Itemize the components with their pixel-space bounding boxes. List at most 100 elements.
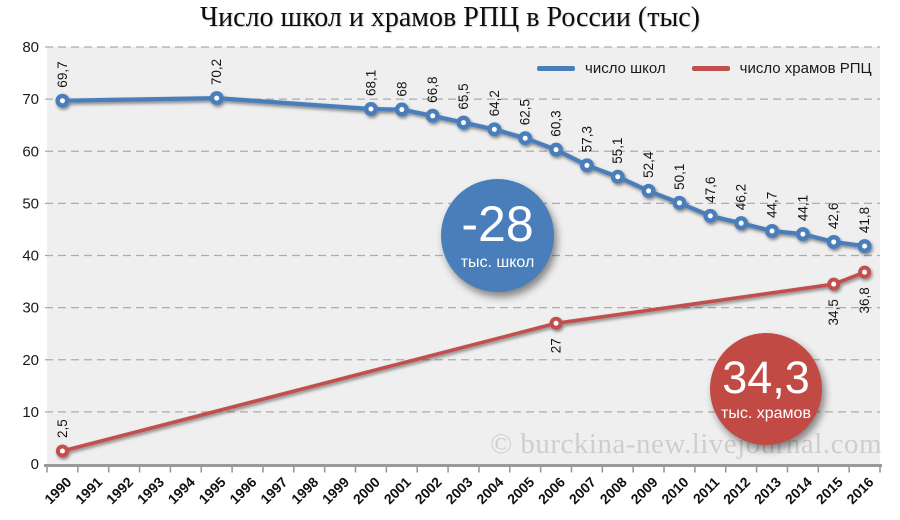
data-point-label: 2,5 [55,419,70,438]
data-point-label: 68,1 [363,70,378,96]
data-point-label: 57,3 [579,126,594,152]
data-point-marker-center [461,120,466,126]
legend-label-churches: число храмов РПЦ [739,60,872,77]
data-point-marker-center [676,200,682,206]
data-point-marker-center [399,107,405,113]
x-axis-label: 1993 [134,474,167,507]
x-axis-label: 1990 [41,474,74,507]
legend-item-schools: число школ [537,60,666,77]
legend-swatch-churches-icon [691,66,730,71]
x-axis-label: 2009 [627,474,660,507]
data-point-marker-center [769,228,775,234]
churches-series [55,265,872,458]
data-point-label: 66,8 [425,77,440,103]
data-point-marker-center [59,448,65,454]
data-point-label: 50,1 [672,164,687,190]
x-axis-label: 2008 [597,474,630,507]
y-axis-label: 10 [22,404,39,421]
data-point-label: 62,5 [518,99,533,125]
x-axis-label: 2014 [782,474,815,507]
schools-decline-caption: тыс. школ [460,253,535,271]
legend-swatch-schools-icon [537,66,575,71]
watermark: © burckina-new.livejournal.com [490,428,882,460]
data-point-label: 70,2 [209,59,224,85]
schools-series [55,91,872,254]
x-axis-label: 2012 [720,474,753,507]
data-point-label: 60,3 [549,110,564,136]
data-point-label: 55,1 [610,138,625,164]
data-point-marker-center [862,269,868,275]
x-axis-label: 2003 [442,474,475,507]
data-point-label: 52,4 [641,151,656,178]
data-point-marker-center [800,231,806,237]
chart-title: Число школ и храмов РПЦ в России (тыс) [199,2,701,33]
y-axis-label: 30 [22,300,39,317]
x-axis-label: 2015 [812,474,845,507]
schools-decline-value: -28 [461,195,534,252]
x-axis-label: 2004 [473,474,506,507]
data-point-marker-center [430,113,436,119]
x-axis-label: 2001 [381,474,414,507]
data-point-marker-center [831,281,837,287]
y-axis-label: 60 [22,143,39,160]
x-axis-label: 2000 [350,474,383,507]
y-axis-label: 80 [22,39,39,56]
data-point-label: 42,6 [826,203,841,229]
data-point-marker-center [553,147,559,153]
data-labels-layer: 69,7 70,2 68,1 68 66,8 65,5 64,2 62,5 60,3 57,3 55… [55,59,872,438]
data-point-label: 46,2 [734,184,749,210]
x-axis-label: 2016 [843,474,876,507]
x-axis-label: 1996 [226,474,259,507]
data-point-label: 64,2 [487,90,502,116]
churches-series-line [60,270,867,453]
churches-growth-badge: 34,3 тыс. храмов [710,333,822,445]
x-axis-label: 1992 [103,474,136,507]
data-point-label: 44,7 [765,192,780,218]
legend: число школ число храмов РПЦ [537,60,872,77]
y-axis-label: 0 [31,456,39,473]
y-axis-label: 70 [22,91,39,108]
data-point-marker-center [862,243,868,249]
data-point-marker-center [738,220,744,226]
series-layer [55,91,872,458]
data-point-marker-center [646,188,652,194]
x-axis-label: 2006 [535,474,568,507]
data-point-marker-center [522,135,528,141]
data-point-label: 34,5 [826,299,841,325]
legend-label-schools: число школ [585,60,666,77]
data-point-marker-center [491,126,497,132]
y-axis-label: 40 [22,248,39,265]
data-point-label: 27 [549,338,564,353]
data-point-label: 44,1 [795,195,810,221]
data-point-marker-center [368,106,374,112]
data-point-marker-center [59,98,65,104]
data-point-marker-center [214,95,220,101]
y-axis-label: 50 [22,195,39,212]
data-point-label: 65,5 [456,83,471,109]
x-axis-label: 2005 [504,474,537,507]
x-axis-label: 2007 [566,474,599,507]
x-axis-label: 2011 [690,474,723,507]
x-axis-label: 1994 [165,474,198,507]
x-axis-label: 2010 [658,474,691,507]
data-point-label: 36,8 [857,287,872,313]
data-point-marker-center [584,162,590,168]
churches-growth-value: 34,3 [722,351,810,403]
legend-item-churches: число храмов РПЦ [691,60,872,77]
x-axis-label: 1998 [288,474,321,507]
data-point-marker-center [553,320,559,326]
x-axis-label: 1999 [319,474,352,507]
data-point-label: 47,6 [703,177,718,203]
data-point-marker-center [615,174,621,180]
x-axis-label: 1995 [195,474,228,507]
x-axis-label: 2013 [751,474,784,507]
x-axis-label: 2002 [411,474,444,507]
churches-growth-caption: тыс. храмов [721,404,811,422]
data-point-label: 68 [394,82,409,97]
x-axis-label: 1991 [72,474,105,507]
schools-decline-badge: -28 тыс. школ [441,179,554,292]
data-point-marker-center [707,213,713,219]
data-point-label: 69,7 [55,61,70,87]
